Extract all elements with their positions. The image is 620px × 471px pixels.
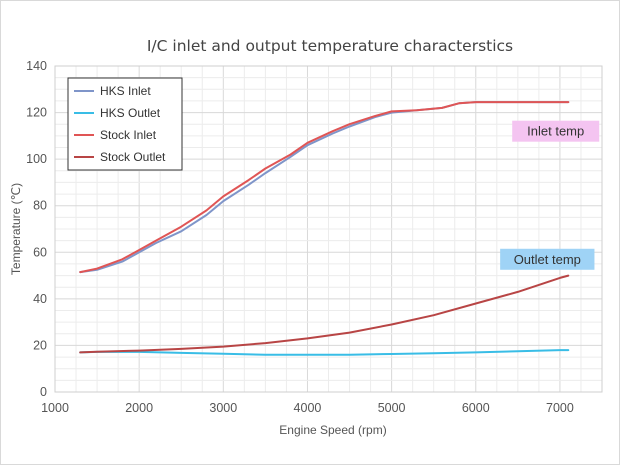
annotation-box xyxy=(500,248,595,270)
series-layer xyxy=(79,101,570,356)
chart-title: I/C inlet and output temperature charact… xyxy=(147,37,513,55)
annotation-box xyxy=(512,120,600,142)
y-tick-label: 20 xyxy=(33,338,47,352)
legend-item-stock-inlet: Stock Inlet xyxy=(74,128,157,142)
x-tick-label: 7000 xyxy=(546,401,574,415)
plot-area-border xyxy=(54,65,603,393)
annotation-layer: Inlet temp Outlet temp xyxy=(500,120,600,270)
x-axis-label: Engine Speed (rpm) xyxy=(279,423,386,437)
series-line-hks-outlet xyxy=(79,349,570,356)
legend-label: HKS Inlet xyxy=(100,84,151,98)
x-tick-label: 2000 xyxy=(125,401,153,415)
legend: HKS Inlet HKS Outlet Stock Inlet Stock Outl… xyxy=(67,77,183,171)
y-tick-label: 60 xyxy=(33,245,47,259)
legend-box xyxy=(67,77,183,171)
annotation-inlet-temp: Inlet temp xyxy=(512,120,600,142)
x-tick-label: 4000 xyxy=(294,401,322,415)
legend-item-stock-outlet: Stock Outlet xyxy=(74,150,166,164)
y-axis-label: Temperature (℃) xyxy=(9,183,23,275)
legend-label: Stock Inlet xyxy=(100,128,157,142)
series-line-stock-inlet xyxy=(79,101,570,274)
annotation-label: Inlet temp xyxy=(527,124,584,139)
y-tick-label: 140 xyxy=(26,59,47,73)
y-tick-label: 100 xyxy=(26,152,47,166)
x-tick-label: 6000 xyxy=(462,401,490,415)
legend-item-hks-inlet: HKS Inlet xyxy=(74,84,151,98)
y-tick-label: 80 xyxy=(33,199,47,213)
y-tick-label: 120 xyxy=(26,106,47,120)
x-axis-ticks: 1000 2000 3000 4000 5000 6000 7000 xyxy=(41,401,574,415)
annotation-outlet-temp: Outlet temp xyxy=(500,248,595,270)
legend-label: HKS Outlet xyxy=(100,106,161,120)
y-tick-label: 0 xyxy=(40,385,47,399)
x-tick-label: 1000 xyxy=(41,401,69,415)
legend-label: Stock Outlet xyxy=(100,150,166,164)
annotation-label: Outlet temp xyxy=(514,252,581,267)
legend-item-hks-outlet: HKS Outlet xyxy=(74,106,161,120)
x-tick-label: 5000 xyxy=(378,401,406,415)
series-line-stock-outlet xyxy=(79,274,570,354)
y-tick-label: 40 xyxy=(33,292,47,306)
y-axis-ticks: 0 20 40 60 80 100 120 140 xyxy=(26,59,47,399)
x-tick-label: 3000 xyxy=(209,401,237,415)
